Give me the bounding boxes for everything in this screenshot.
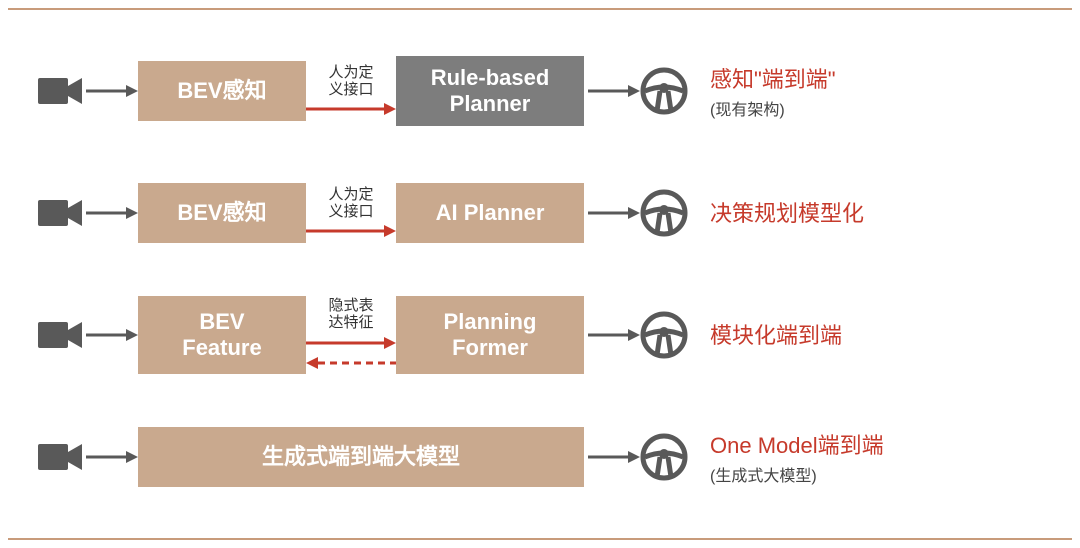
- pipeline-row-4: 生成式端到端大模型 One Model端到端 (生成式大模型): [38, 409, 1042, 505]
- arrow-icon: [82, 204, 138, 222]
- arrow-icon: [82, 448, 138, 466]
- arrow-icon: [584, 326, 640, 344]
- block-label: BEV感知: [177, 78, 266, 104]
- steering-wheel-icon: [640, 311, 688, 359]
- block-label: Rule-based Planner: [431, 65, 550, 118]
- row-label: One Model端到端 (生成式大模型): [710, 428, 884, 486]
- steering-wheel-icon: [640, 189, 688, 237]
- label-main: 模块化端到端: [710, 318, 842, 350]
- label-main: One Model端到端: [710, 428, 884, 460]
- camera-icon: [38, 440, 82, 474]
- steering-wheel-icon: [640, 433, 688, 481]
- pipeline-row-2: BEV感知 人为定 义接口 AI Planner 决策规划模型化: [38, 165, 1042, 261]
- label-sub: (生成式大模型): [710, 462, 884, 486]
- arrow-icon: [584, 448, 640, 466]
- arrow-red-icon: [306, 222, 396, 240]
- diagram-frame: BEV感知 人为定 义接口 Rule-based Planner 感知"端到端"…: [8, 8, 1072, 540]
- label-sub: (现有架构): [710, 96, 836, 120]
- mid-connector-bidir: 隐式表 达特征: [306, 297, 396, 374]
- pipeline-row-1: BEV感知 人为定 义接口 Rule-based Planner 感知"端到端"…: [38, 43, 1042, 139]
- arrow-icon: [584, 82, 640, 100]
- mid-connector: 人为定 义接口: [306, 186, 396, 241]
- block-bev-perception: BEV感知: [138, 183, 306, 243]
- mid-label: 人为定 义接口: [328, 186, 373, 221]
- block-label: BEV感知: [177, 200, 266, 226]
- block-label: AI Planner: [436, 200, 545, 226]
- mid-label: 隐式表 达特征: [328, 297, 373, 332]
- block-bev-feature: BEV Feature: [138, 296, 306, 374]
- block-label: Planning Former: [444, 309, 537, 362]
- mid-label: 人为定 义接口: [328, 64, 373, 99]
- row-label: 决策规划模型化: [710, 196, 864, 230]
- arrow-bidir-icon: [306, 333, 396, 373]
- arrow-icon: [584, 204, 640, 222]
- arrow-icon: [82, 82, 138, 100]
- block-label: BEV Feature: [182, 309, 261, 362]
- block-planning-former: Planning Former: [396, 296, 584, 374]
- block-ai-planner: AI Planner: [396, 183, 584, 243]
- row-label: 感知"端到端" (现有架构): [710, 62, 836, 120]
- arrow-red-icon: [306, 100, 396, 118]
- label-main: 决策规划模型化: [710, 196, 864, 228]
- row-label: 模块化端到端: [710, 318, 842, 352]
- camera-icon: [38, 318, 82, 352]
- label-main: 感知"端到端": [710, 62, 836, 94]
- pipeline-row-3: BEV Feature 隐式表 达特征 Planning Former 模块化端…: [38, 287, 1042, 383]
- camera-icon: [38, 196, 82, 230]
- block-rule-planner: Rule-based Planner: [396, 56, 584, 126]
- block-label: 生成式端到端大模型: [262, 444, 460, 470]
- arrow-icon: [82, 326, 138, 344]
- camera-icon: [38, 74, 82, 108]
- mid-connector: 人为定 义接口: [306, 64, 396, 119]
- block-generative-e2e: 生成式端到端大模型: [138, 427, 584, 487]
- steering-wheel-icon: [640, 67, 688, 115]
- block-bev-perception: BEV感知: [138, 61, 306, 121]
